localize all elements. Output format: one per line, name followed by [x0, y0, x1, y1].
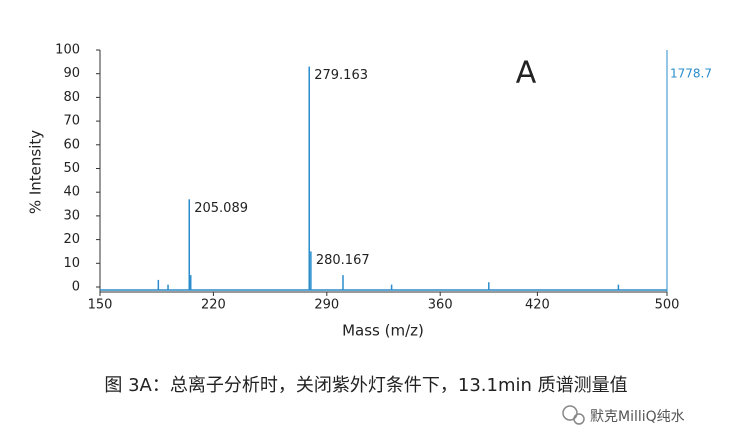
x-axis-label: Mass (m/z)	[342, 322, 424, 340]
corner-label: 1778.7	[670, 67, 712, 81]
y-tick-label: 50	[63, 161, 80, 176]
x-tick-label: 420	[525, 298, 550, 313]
y-tick-label: 100	[55, 43, 80, 58]
y-tick-label: 10	[63, 256, 80, 271]
y-tick-label: 70	[63, 114, 80, 129]
y-tick-label: 30	[63, 208, 80, 223]
x-tick-label: 150	[88, 298, 113, 313]
y-tick-label: 90	[63, 66, 80, 81]
peak-label: 205.089	[194, 201, 248, 216]
peak-label: 279.163	[314, 68, 368, 83]
y-tick-label: 0	[72, 280, 80, 295]
y-tick-label: 80	[63, 90, 80, 105]
x-tick-label: 360	[428, 298, 453, 313]
x-tick-label: 500	[655, 298, 680, 313]
peak-label: 280.167	[316, 253, 370, 268]
y-tick-label: 40	[63, 185, 80, 200]
x-tick-label: 290	[314, 298, 339, 313]
watermark: 默克MilliQ纯水	[590, 409, 685, 425]
y-tick-label: 20	[63, 232, 80, 247]
watermark-icon	[562, 405, 585, 425]
panel-label: A	[516, 56, 537, 91]
y-axis-label: % Intensity	[27, 130, 45, 214]
y-tick-label: 60	[63, 137, 80, 152]
x-tick-label: 220	[201, 298, 226, 313]
caption: 图 3A：总离子分析时，关闭紫外灯条件下，13.1min 质谱测量值	[104, 375, 627, 396]
